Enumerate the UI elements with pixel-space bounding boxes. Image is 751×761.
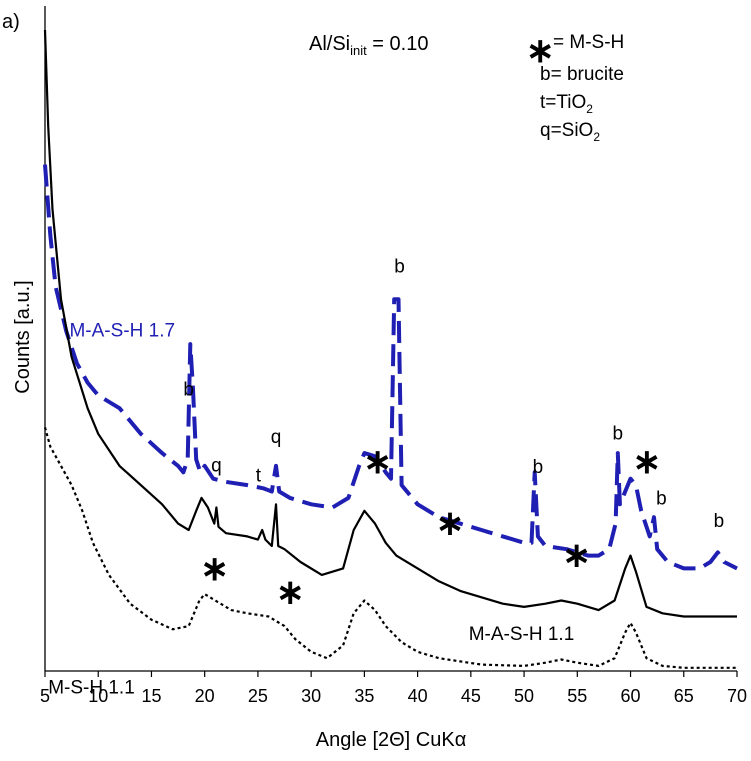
series-layer — [43, 29, 738, 669]
x-tick-label: 70 — [727, 686, 747, 706]
annotation-label: ∗ — [562, 537, 591, 575]
legend-row-0-main: = M-S-H — [553, 32, 624, 53]
legend-row-brucite: b= brucite — [540, 64, 624, 85]
annotation-label: b — [394, 256, 405, 277]
x-tick-label: 15 — [141, 686, 161, 706]
x-axis-label: Angle [2Θ] CuKα — [316, 729, 467, 751]
panel-label: a) — [2, 11, 20, 33]
chart-title: Al/Siinit = 0.10 — [309, 33, 428, 58]
legend-row-3-sub: 2 — [593, 130, 600, 144]
x-tick-label: 65 — [674, 686, 694, 706]
x-tick-label: 40 — [408, 686, 428, 706]
legend-row-sio2: q=SiO2 — [540, 120, 600, 144]
x-tick-label: 45 — [461, 686, 481, 706]
x-tick-label: 30 — [301, 686, 321, 706]
annotation-label: q — [211, 456, 222, 477]
legend-row-3-main: q=SiO — [540, 120, 593, 141]
annotation-label: ∗ — [436, 504, 465, 542]
annotation-label: M-A-S-H 1.1 — [469, 624, 575, 645]
x-tick-label: 35 — [354, 686, 374, 706]
annotation-label: b — [612, 424, 623, 445]
annotation-label: t — [256, 465, 262, 486]
x-tick-label: 20 — [195, 686, 215, 706]
x-tick-label: 50 — [514, 686, 534, 706]
annotation-label: b — [714, 511, 725, 532]
legend: ∗ = M-S-H b= brucite t=TiO2 q=SiO2 — [526, 32, 624, 144]
legend-row-tio2: t=TiO2 — [540, 92, 593, 116]
x-ticks: 5 10 15 20 25 30 35 40 45 50 55 60 65 70 — [40, 671, 747, 706]
legend-row-2-sub: 2 — [586, 102, 593, 116]
plot-area: 5 10 15 20 25 30 35 40 45 50 55 60 65 70 M-A-S-H 1.7 M… — [40, 6, 747, 706]
x-tick-label: 5 — [40, 686, 50, 706]
x-tick-label: 55 — [567, 686, 587, 706]
legend-row-2-main: t=TiO — [540, 92, 586, 113]
annotation-label: ∗ — [276, 574, 305, 612]
annotation-label: b — [656, 488, 667, 509]
annotation-label: ∗ — [200, 550, 229, 588]
series-line-0 — [43, 164, 738, 571]
annotation-label: q — [271, 427, 282, 448]
x-tick-label: 25 — [248, 686, 268, 706]
legend-row-mshu: = M-S-H — [553, 32, 624, 53]
chart-title-sub: init — [350, 43, 367, 58]
chart-title-main: Al/Si — [309, 33, 350, 55]
chart-title-tail: = 0.10 — [367, 33, 429, 55]
annotation-label: b — [183, 379, 194, 400]
x-tick-label: 10 — [88, 686, 108, 706]
annotation-label: M-A-S-H 1.7 — [69, 320, 175, 341]
annotation-label: ∗ — [633, 443, 662, 481]
y-axis-label: Counts [a.u.] — [12, 280, 34, 393]
legend-row-1-main: b= brucite — [540, 64, 624, 85]
series-line-1 — [43, 29, 737, 618]
x-tick-label: 60 — [621, 686, 641, 706]
annotation-label: b — [533, 457, 544, 478]
annotation-label: ∗ — [363, 443, 392, 481]
legend-symbol: ∗ — [526, 32, 555, 70]
annotation-label: M-S-H 1.1 — [48, 677, 135, 698]
